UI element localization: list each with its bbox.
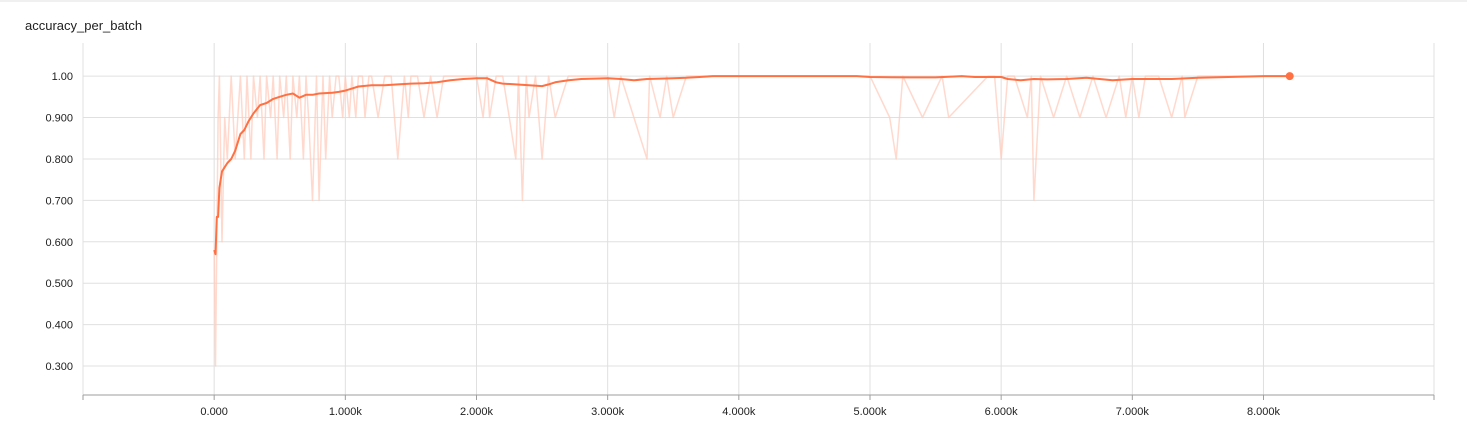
- y-tick-label: 0.700: [45, 195, 73, 207]
- y-tick-label: 0.300: [45, 361, 73, 373]
- chart-title: accuracy_per_batch: [25, 18, 143, 33]
- x-tick-label: 8.000k: [1247, 406, 1281, 418]
- y-tick-label: 0.400: [45, 320, 73, 332]
- top-divider: [0, 0, 1467, 2]
- x-tick-label: 6.000k: [985, 406, 1019, 418]
- y-tick-label: 1.00: [52, 71, 73, 83]
- raw-series-line: [213, 75, 1290, 367]
- y-tick-label: 0.600: [45, 237, 73, 249]
- x-tick-label: 3.000k: [591, 406, 625, 418]
- smoothed-series-line: [213, 75, 1290, 256]
- x-tick-label: 2.000k: [460, 406, 494, 418]
- y-tick-label: 0.900: [45, 113, 73, 125]
- x-tick-label: 4.000k: [722, 406, 756, 418]
- x-tick-label: 5.000k: [853, 406, 887, 418]
- last-point-marker: [1285, 72, 1294, 81]
- y-tick-label: 0.500: [45, 278, 73, 290]
- x-tick-label: 1.000k: [329, 406, 363, 418]
- x-tick-label: 0.000: [200, 406, 228, 418]
- x-tick-label: 7.000k: [1116, 406, 1150, 418]
- y-tick-label: 0.800: [45, 154, 73, 166]
